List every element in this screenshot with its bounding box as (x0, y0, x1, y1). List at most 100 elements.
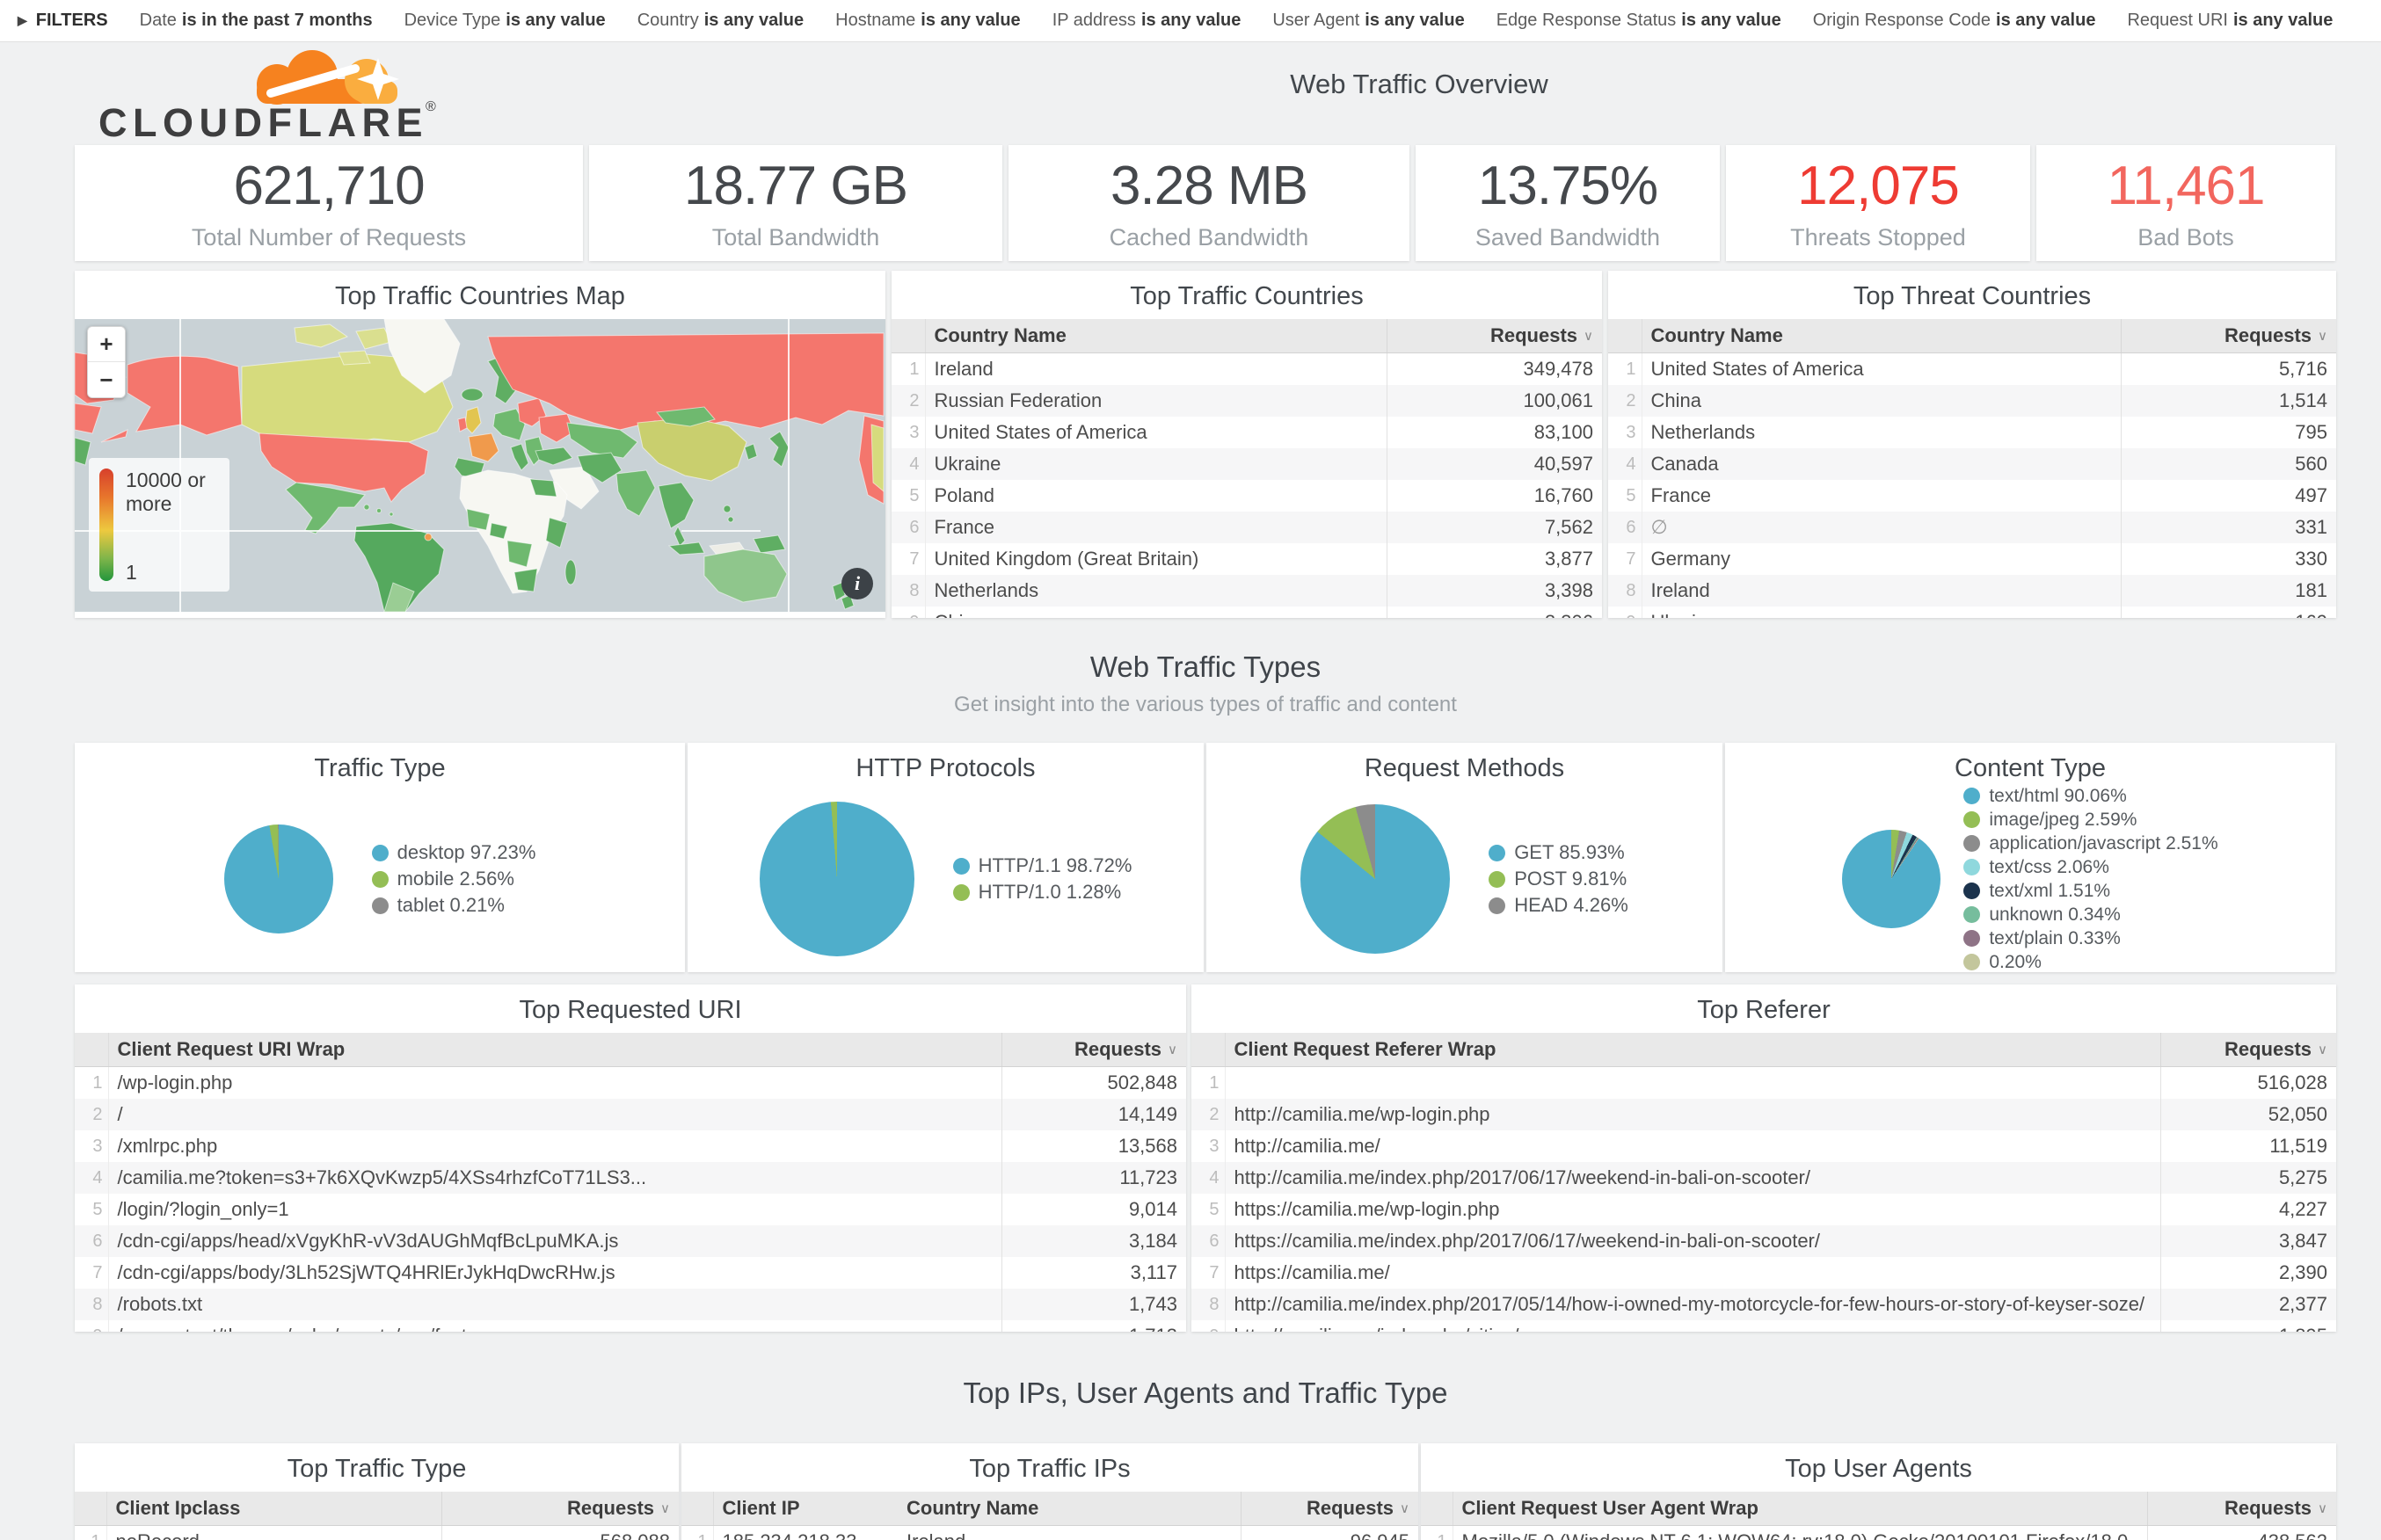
column-header-requests[interactable]: Requests ∨ (2146, 1492, 2336, 1526)
row-number: 3 (892, 417, 926, 448)
top-user-agents-table: Client Request User Agent WrapRequests∨1… (1421, 1492, 2336, 1540)
legend-item-image-jpeg: image/jpeg 2.59% (1963, 808, 2217, 832)
table-cell: Ukraine (934, 453, 1001, 475)
table-cell: 3,306 (1386, 607, 1602, 618)
row-number-header (75, 1492, 107, 1526)
table-cell: 9,014 (1001, 1194, 1186, 1225)
legend-swatch-icon (1963, 835, 1981, 852)
row-number: 3 (1191, 1130, 1226, 1162)
legend-label: mobile 2.56% (397, 868, 514, 890)
table-cell: 1,713 (1001, 1320, 1186, 1332)
filter-field-label: Edge Response Status (1496, 11, 1677, 30)
table-cell: ∅ (1650, 516, 1668, 538)
map-zoom-out-button[interactable]: − (88, 362, 125, 397)
stat-label: Total Bandwidth (711, 224, 880, 251)
column-header-requests[interactable]: Requests ∨ (1240, 1492, 1418, 1526)
sort-caret-icon: ∨ (2318, 1042, 2327, 1057)
top-user-agents-panel: Top User Agents Client Request User Agen… (1421, 1443, 2336, 1540)
sort-caret-icon: ∨ (1584, 329, 1593, 344)
table-cell: 11,723 (1001, 1162, 1186, 1194)
legend-swatch-icon (952, 884, 970, 901)
table-row: 1185.234.218.33Ireland96,945 (681, 1525, 1418, 1540)
legend-label: text/html 90.06% (1989, 786, 2127, 806)
table-cell: 181 (2120, 575, 2336, 607)
table-cell: 3,184 (1001, 1225, 1186, 1257)
column-header-client-ip: Client IP (713, 1492, 898, 1526)
request-methods-legend: GET 85.93% POST 9.81% HEAD 4.26% (1489, 839, 1628, 919)
row-number: 9 (1608, 607, 1642, 618)
expand-arrow-icon: ▶ (18, 13, 27, 27)
table-row: 1Mozilla/5.0 (Windows NT 6.1; WOW64; rv:… (1421, 1525, 2336, 1540)
panel-title: Top Threat Countries (1853, 282, 2092, 310)
row-number: 8 (75, 1289, 109, 1320)
row-number: 8 (1608, 575, 1642, 607)
filter-country[interactable]: Country is any value (637, 11, 804, 31)
table-cell: 52,050 (2159, 1099, 2336, 1130)
map-color-legend: 10000 or more 1 (89, 458, 229, 592)
filter-device-type[interactable]: Device Type is any value (404, 11, 606, 31)
table-cell: 1,514 (2120, 385, 2336, 417)
traffic-type-pie-chart[interactable] (223, 824, 333, 933)
table-cell: Ukraine (1642, 607, 2121, 618)
table-cell: 96,945 (1240, 1525, 1418, 1540)
stat-card-total-number-of-requests: 621,710 Total Number of Requests (75, 145, 583, 261)
table-cell: 2,377 (2159, 1289, 2336, 1320)
world-map[interactable]: + − 10000 or more 1 i (75, 319, 885, 612)
table-row: 1 Ireland 349,478 (892, 352, 1602, 385)
table-cell: 1,895 (2159, 1320, 2336, 1332)
info-icon[interactable]: i (841, 568, 873, 599)
column-header-requests[interactable]: Requests ∨ (2159, 1033, 2336, 1067)
legend-label: unknown 0.34% (1989, 904, 2121, 925)
filter-edge-response-status[interactable]: Edge Response Status is any value (1496, 11, 1781, 31)
filter-user-agent[interactable]: User Agent is any value (1272, 11, 1464, 31)
column-header-client-request-referer-wrap: Client Request Referer Wrap (1225, 1033, 2160, 1067)
panel-title: Traffic Type (314, 754, 446, 782)
table-cell: 100,061 (1386, 385, 1602, 417)
request-methods-pie-chart[interactable] (1300, 804, 1451, 954)
legend-label: POST 9.81% (1514, 868, 1627, 890)
filters-label: FILTERS (35, 11, 108, 30)
stat-card-bad-bots: 11,461 Bad Bots (2036, 145, 2335, 261)
table-cell (1225, 1067, 2160, 1100)
filter-request-uri[interactable]: Request URI is any value (2127, 11, 2333, 31)
table-cell: France (934, 516, 994, 538)
table-cell: 516,028 (2159, 1066, 2336, 1099)
table-cell: / (117, 1103, 123, 1125)
stat-value: 13.75% (1477, 156, 1658, 216)
table-cell: /wp-content/themes/ashe/assets/css/font-… (108, 1320, 1001, 1332)
table-row: 4 Ukraine 40,597 (892, 448, 1602, 480)
table-cell: 349,478 (1386, 352, 1602, 385)
filter-origin-response-code[interactable]: Origin Response Code is any value (1813, 11, 2096, 31)
filters-toggle[interactable]: ▶ FILTERS (18, 11, 108, 31)
row-number: 1 (75, 1525, 107, 1540)
table-cell: /camilia.me?token=s3+7k6XQvKwzp5/4XSs4rh… (117, 1166, 647, 1188)
column-header-requests[interactable]: Requests ∨ (2120, 319, 2336, 353)
sort-caret-icon: ∨ (1168, 1042, 1177, 1057)
http-protocols-pie-chart[interactable] (759, 802, 914, 956)
table-row: 9Ukraine169 (1608, 607, 2336, 618)
http-protocols-panel: HTTP Protocols HTTP/1.1 98.72% HTTP/1.0 1… (688, 743, 1204, 972)
filter-field-label: Hostname (835, 11, 916, 30)
column-header-requests[interactable]: Requests ∨ (1001, 1033, 1186, 1067)
filter-ip-address[interactable]: IP address is any value (1052, 11, 1241, 31)
filter-date[interactable]: Date is in the past 7 months (140, 11, 373, 31)
panel-title: Request Methods (1364, 754, 1565, 782)
legend-swatch-icon (1489, 897, 1506, 914)
row-number: 8 (1191, 1289, 1226, 1320)
row-number: 9 (892, 607, 926, 618)
column-header-requests[interactable]: Requests ∨ (1386, 319, 1602, 353)
map-zoom-in-button[interactable]: + (88, 327, 125, 362)
filter-field-label: IP address (1052, 11, 1136, 30)
content-type-pie-chart[interactable] (1842, 830, 1941, 928)
table-row: 3 http://camilia.me/11,519 (1191, 1130, 2336, 1162)
table-row: 7 Germany 330 (1608, 543, 2336, 575)
http-protocols-legend: HTTP/1.1 98.72% HTTP/1.0 1.28% (952, 853, 1132, 905)
row-number: 1 (1608, 352, 1642, 385)
table-cell: 3,877 (1386, 543, 1602, 575)
filter-hostname[interactable]: Hostname is any value (835, 11, 1021, 31)
legend-swatch-icon (1963, 883, 1981, 899)
column-header-requests[interactable]: Requests ∨ (441, 1492, 679, 1526)
row-number: 4 (892, 448, 926, 480)
table-row: 5 Poland 16,760 (892, 480, 1602, 512)
